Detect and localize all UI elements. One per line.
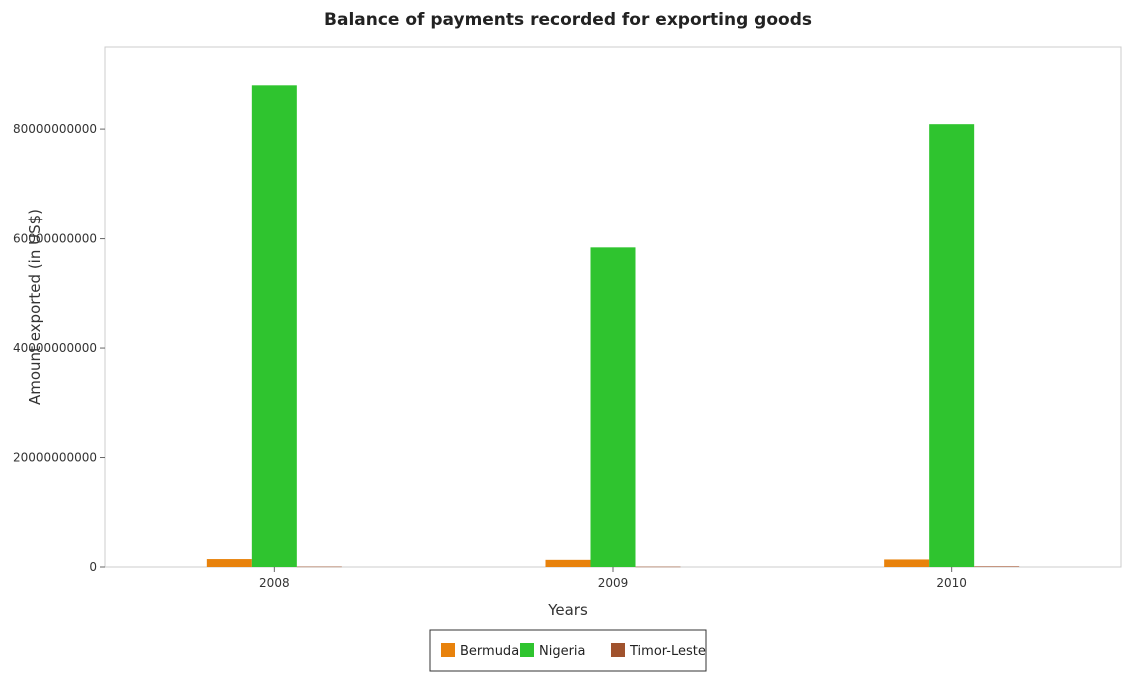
legend-box <box>429 629 707 672</box>
x-tick-label: 2010 <box>936 576 967 590</box>
legend-swatch <box>520 643 534 657</box>
bar-timor-leste-2009 <box>635 566 681 568</box>
legend: Bermuda Nigeria Timor-Leste <box>429 629 707 672</box>
x-tick-label: 2009 <box>598 576 629 590</box>
x-axis: 2008 2009 2010 <box>259 567 967 590</box>
legend-label: Bermuda <box>460 644 519 659</box>
legend-label: Nigeria <box>539 644 586 659</box>
bar-nigeria-2010 <box>929 124 975 567</box>
chart-title: Balance of payments recorded for exporti… <box>324 10 812 30</box>
bar-nigeria-2008 <box>251 85 297 567</box>
y-tick-label: 40000000000 <box>13 341 97 355</box>
y-tick-label: 20000000000 <box>13 451 97 465</box>
y-tick-label: 0 <box>89 560 97 574</box>
y-axis: 0 20000000000 40000000000 60000000000 800000… <box>13 122 105 574</box>
bar-timor-leste-2010 <box>974 566 1020 567</box>
legend-swatch <box>441 643 455 657</box>
y-axis-label: Amount exported (in US$) <box>26 209 44 405</box>
bar-timor-leste-2008 <box>296 566 342 568</box>
x-tick-label: 2008 <box>259 576 290 590</box>
y-tick-label: 80000000000 <box>13 122 97 136</box>
bar-bermuda-2008 <box>206 559 252 567</box>
x-axis-label: Years <box>547 601 588 619</box>
bar-bermuda-2009 <box>545 559 591 567</box>
legend-label: Timor-Leste <box>629 644 706 659</box>
bar-bermuda-2010 <box>884 559 930 567</box>
bars <box>206 85 1020 568</box>
bar-nigeria-2009 <box>590 247 636 567</box>
y-tick-label: 60000000000 <box>13 232 97 246</box>
legend-swatch <box>611 643 625 657</box>
